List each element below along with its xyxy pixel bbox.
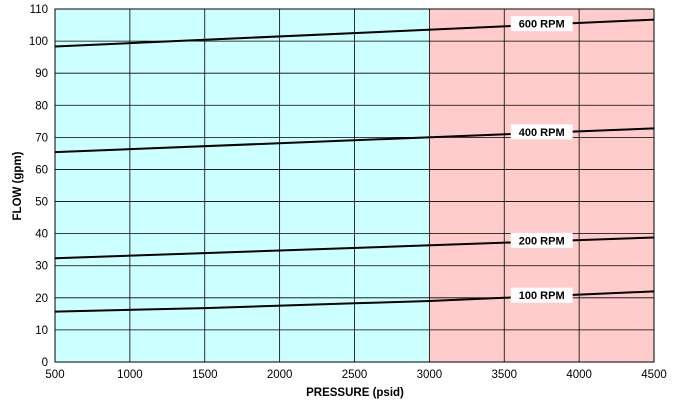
series-label-400-rpm: 400 RPM [510, 124, 573, 140]
series-label-text: 400 RPM [519, 127, 565, 139]
y-tick-label: 60 [35, 164, 48, 176]
gridlines [55, 9, 654, 362]
series-label-bg [510, 287, 573, 303]
series-label-100-rpm: 100 RPM [510, 287, 573, 303]
y-tick-label: 30 [35, 261, 48, 273]
series-labels: 100 RPM 200 RPM 400 RPM 600 RPM [510, 16, 573, 303]
y-tick-label: 0 [42, 357, 48, 369]
x-tick-label: 4500 [641, 369, 667, 381]
y-tick-label: 70 [35, 132, 48, 144]
series-label-text: 100 RPM [519, 290, 565, 302]
region-0 [55, 9, 430, 362]
x-tick-label: 3000 [417, 369, 443, 381]
x-tick-label: 1500 [192, 369, 218, 381]
y-axis-title: FLOW (gpm) [12, 151, 24, 220]
y-tick-label: 80 [35, 100, 48, 112]
region-1 [429, 9, 654, 362]
x-tick-label: 2000 [267, 369, 293, 381]
series-label-text: 600 RPM [519, 19, 565, 31]
series-line-100-rpm [54, 290, 655, 313]
plot-frame [54, 8, 655, 363]
series-label-bg [510, 232, 573, 248]
y-tick-label: 90 [35, 68, 48, 80]
y-tick-label: 40 [35, 229, 48, 241]
series-label-text: 200 RPM [519, 235, 565, 247]
y-tick-label: 100 [29, 36, 48, 48]
x-tick-label: 3500 [491, 369, 517, 381]
x-tick-label: 500 [45, 369, 64, 381]
y-tick-label: 20 [35, 293, 48, 305]
series-label-200-rpm: 200 RPM [510, 232, 573, 248]
series-label-bg [510, 124, 573, 140]
x-tick-label: 1000 [117, 369, 143, 381]
series-label-600-rpm: 600 RPM [510, 16, 573, 32]
y-tick-label: 50 [35, 197, 48, 209]
y-tick-label: 10 [35, 325, 48, 337]
x-tick-label: 4000 [566, 369, 592, 381]
axis-ticks: 500 1000 1500 2000 2500 3000 3500 4000 4500 0 10 20… [29, 4, 667, 381]
x-tick-label: 2500 [342, 369, 368, 381]
y-tick-label: 110 [30, 4, 48, 16]
x-axis-title: PRESSURE (psid) [306, 387, 404, 399]
series-label-bg [510, 16, 573, 32]
shaded-regions [55, 9, 654, 362]
